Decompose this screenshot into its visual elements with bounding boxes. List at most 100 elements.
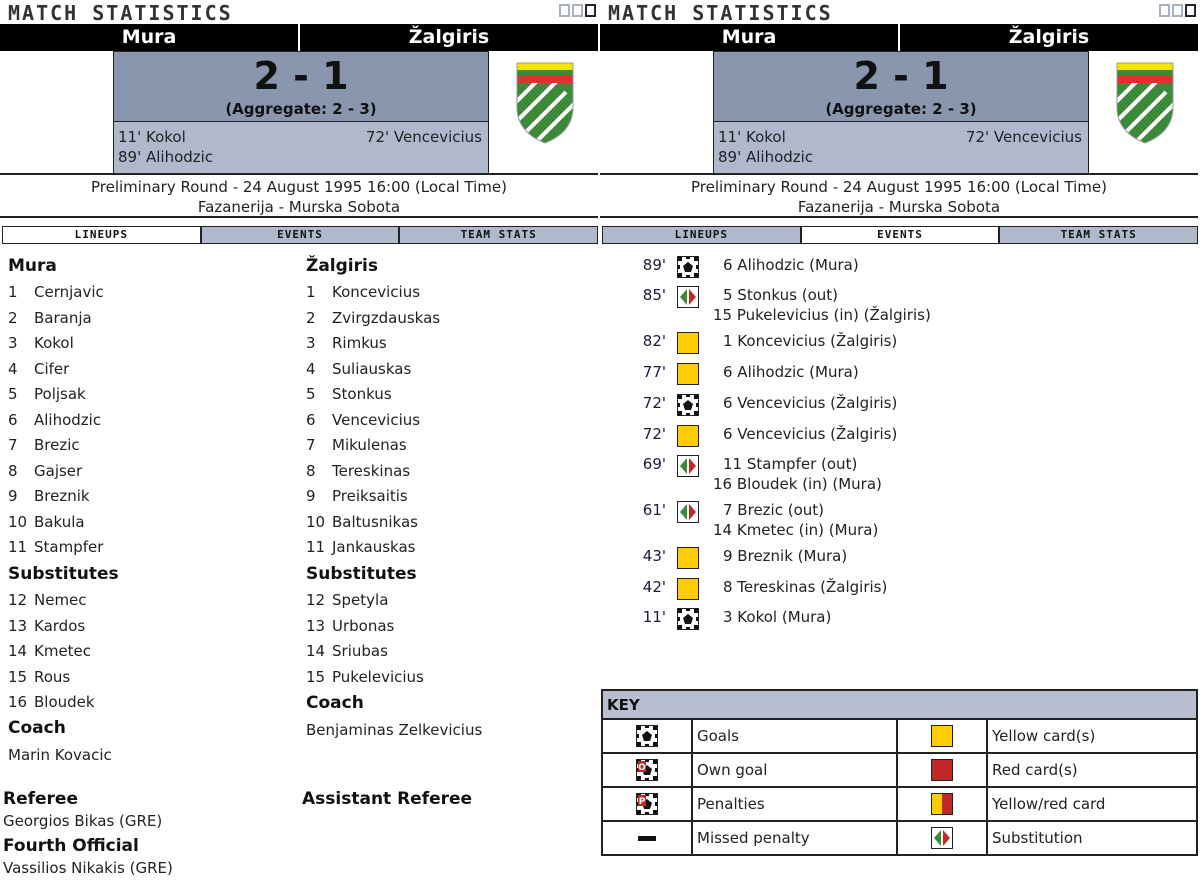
player-name[interactable]: Gajser [34, 461, 83, 480]
player-name[interactable]: Baranja [34, 308, 92, 327]
player-row[interactable]: 6 Alihodzic [8, 411, 101, 429]
player-name[interactable]: Bloudek [34, 693, 95, 711]
player-name[interactable]: Bakula [34, 512, 85, 531]
player-name[interactable]: Pukelevicius [332, 667, 424, 686]
player-name[interactable]: Suliauskas [332, 359, 412, 378]
player-name[interactable]: Brezic [34, 436, 80, 454]
away-team-name[interactable]: Žalgiris [1008, 26, 1090, 48]
aggregate-score: (Aggregate: 2 - 3) [825, 100, 977, 118]
event-text[interactable]: 9 Breznik (Mura) [723, 547, 848, 565]
player-row[interactable]: 1 Koncevicius [306, 283, 420, 301]
event-text[interactable]: 6 Vencevicius (Žalgiris) [723, 394, 898, 412]
substitute-row[interactable]: 12 Spetyla [306, 591, 388, 609]
substitute-row[interactable]: 13 Kardos [8, 617, 85, 635]
event-text[interactable]: 11 Stampfer (out) [723, 455, 858, 473]
player-name[interactable]: Stonkus [332, 385, 392, 403]
event-text[interactable]: 1 Koncevicius (Žalgiris) [723, 332, 898, 350]
event-row: 61' 7 Brezic (out) 14 Kmetec (in) (Mura) [600, 501, 1198, 539]
player-row[interactable]: 4 Cifer [8, 360, 69, 378]
player-name[interactable]: Alihodzic [34, 410, 102, 429]
shirt-number: 9 [306, 487, 316, 505]
view-switcher[interactable] [1159, 4, 1196, 17]
player-row[interactable]: 10 Baltusnikas [306, 513, 418, 531]
player-row[interactable]: 9 Preiksaitis [306, 487, 408, 505]
event-text[interactable]: 6 Alihodzic (Mura) [723, 363, 859, 381]
view-icon[interactable] [1159, 4, 1170, 17]
player-row[interactable]: 8 Gajser [8, 462, 82, 480]
event-text[interactable]: 7 Brezic (out) [723, 501, 824, 519]
player-name[interactable]: Vencevicius [332, 410, 421, 429]
substitute-row[interactable]: 13 Urbonas [306, 617, 394, 635]
player-name[interactable]: Preiksaitis [332, 487, 408, 505]
player-name[interactable]: Rous [34, 667, 71, 686]
player-row[interactable]: 10 Bakula [8, 513, 85, 531]
view-switcher[interactable] [559, 4, 596, 17]
player-row[interactable]: 3 Kokol [8, 334, 74, 352]
player-name[interactable]: Cifer [34, 359, 70, 378]
score: 2 - 1 [253, 54, 349, 98]
tab-events[interactable]: EVENTS [200, 226, 400, 244]
substitute-row[interactable]: 12 Nemec [8, 591, 87, 609]
player-name[interactable]: Breznik [34, 487, 90, 505]
event-text[interactable]: 14 Kmetec (in) (Mura) [713, 521, 879, 539]
tab-team-stats[interactable]: TEAM STATS [399, 226, 599, 244]
event-text[interactable]: 3 Kokol (Mura) [723, 608, 832, 626]
player-row[interactable]: 1 Cernjavic [8, 283, 104, 301]
tab-events[interactable]: EVENTS [800, 226, 1000, 244]
player-name[interactable]: Poljsak [34, 385, 86, 403]
home-team-name[interactable]: Mura [0, 24, 300, 51]
substitute-row[interactable]: 15 Pukelevicius [306, 668, 424, 686]
substitute-row[interactable]: 14 Kmetec [8, 642, 91, 660]
player-name[interactable]: Kmetec [34, 642, 92, 660]
player-name[interactable]: Cernjavic [34, 283, 104, 301]
tab-lineups[interactable]: LINEUPS [2, 226, 201, 244]
player-row[interactable]: 4 Suliauskas [306, 360, 411, 378]
player-name[interactable]: Rimkus [332, 334, 387, 352]
view-icon[interactable] [559, 4, 570, 17]
event-text[interactable]: 15 Pukelevicius (in) (Žalgiris) [713, 306, 931, 324]
player-row[interactable]: 2 Zvirgzdauskas [306, 309, 440, 327]
player-name[interactable]: Nemec [34, 591, 87, 609]
event-text[interactable]: 8 Tereskinas (Žalgiris) [723, 578, 888, 596]
view-icon[interactable] [1172, 4, 1183, 17]
player-name[interactable]: Kardos [34, 616, 86, 635]
player-name[interactable]: Koncevicius [332, 283, 421, 301]
player-name[interactable]: Sriubas [332, 642, 388, 660]
view-icon[interactable] [585, 4, 596, 17]
player-row[interactable]: 8 Tereskinas [306, 462, 410, 480]
player-name[interactable]: Mikulenas [332, 436, 407, 454]
substitute-row[interactable]: 15 Rous [8, 668, 70, 686]
away-team-name[interactable]: Žalgiris [408, 26, 490, 48]
player-row[interactable]: 3 Rimkus [306, 334, 387, 352]
player-name[interactable]: Tereskinas [332, 461, 411, 480]
player-name[interactable]: Jankauskas [332, 538, 416, 556]
player-row[interactable]: 9 Breznik [8, 487, 90, 505]
player-row[interactable]: 11 Stampfer [8, 538, 103, 556]
player-name[interactable]: Zvirgzdauskas [332, 308, 441, 327]
event-text[interactable]: 5 Stonkus (out) [723, 286, 838, 304]
player-row[interactable]: 5 Stonkus [306, 385, 392, 403]
player-row[interactable]: 7 Mikulenas [306, 436, 407, 454]
view-icon[interactable] [1185, 4, 1196, 17]
event-text[interactable]: 6 Vencevicius (Žalgiris) [723, 425, 898, 443]
home-team-name[interactable]: Mura [600, 24, 900, 51]
shirt-number: 6 [8, 410, 18, 429]
player-row[interactable]: 6 Vencevicius [306, 411, 420, 429]
player-name[interactable]: Spetyla [332, 591, 389, 609]
player-row[interactable]: 2 Baranja [8, 309, 92, 327]
substitute-row[interactable]: 14 Sriubas [306, 642, 388, 660]
event-text[interactable]: 6 Alihodzic (Mura) [723, 256, 859, 274]
match-info: Preliminary Round - 24 August 1995 16:00… [0, 177, 598, 217]
player-name[interactable]: Kokol [34, 334, 74, 352]
event-text[interactable]: 16 Bloudek (in) (Mura) [713, 475, 882, 493]
substitute-row[interactable]: 16 Bloudek [8, 693, 95, 711]
view-icon[interactable] [572, 4, 583, 17]
player-name[interactable]: Urbonas [332, 616, 395, 635]
tab-team-stats[interactable]: TEAM STATS [999, 226, 1199, 244]
player-row[interactable]: 5 Poljsak [8, 385, 86, 403]
player-name[interactable]: Baltusnikas [332, 512, 418, 531]
player-row[interactable]: 11 Jankauskas [306, 538, 416, 556]
player-name[interactable]: Stampfer [34, 538, 104, 556]
player-row[interactable]: 7 Brezic [8, 436, 80, 454]
tab-lineups[interactable]: LINEUPS [602, 226, 801, 244]
